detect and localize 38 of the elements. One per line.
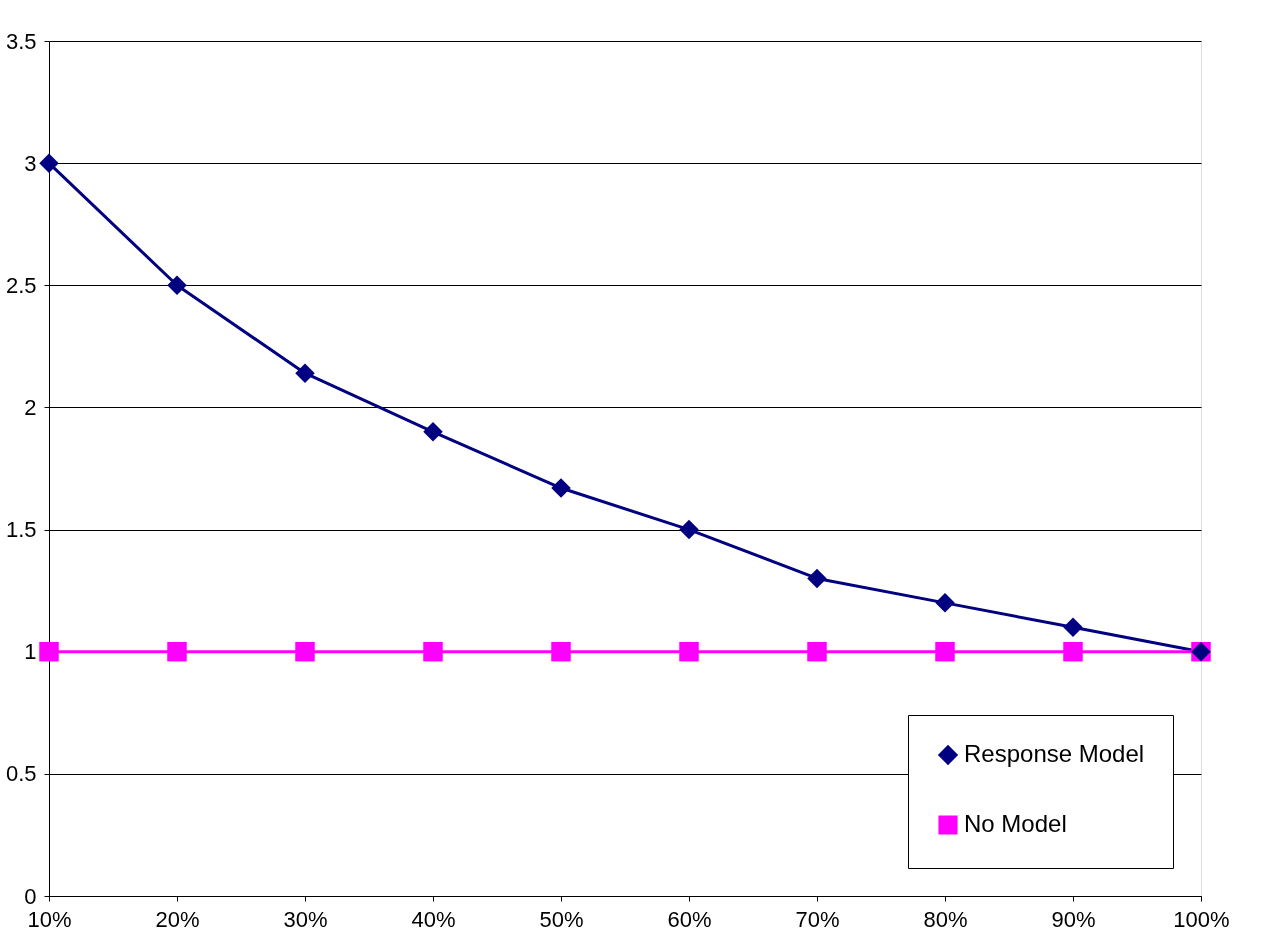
y-tick-label: 1.5 bbox=[5, 517, 37, 543]
point bbox=[39, 153, 59, 173]
x-tick-label: 10% bbox=[27, 906, 72, 932]
y-tick-label: 2 bbox=[24, 394, 37, 420]
point bbox=[295, 641, 315, 662]
point bbox=[551, 478, 571, 498]
point bbox=[1063, 641, 1083, 662]
point bbox=[551, 641, 571, 662]
point bbox=[935, 593, 955, 613]
y-tick-label: 1 bbox=[24, 639, 37, 665]
legend-label: Response Model bbox=[964, 740, 1145, 767]
legend-label: No Model bbox=[964, 810, 1067, 837]
x-tick-label: 40% bbox=[411, 906, 456, 932]
point bbox=[1063, 617, 1083, 638]
x-tick-label: 50% bbox=[539, 906, 584, 932]
x-tick-label: 90% bbox=[1051, 906, 1096, 932]
point bbox=[807, 641, 827, 662]
point bbox=[167, 275, 187, 296]
point bbox=[39, 641, 59, 662]
point bbox=[423, 422, 443, 442]
x-tick-label: 70% bbox=[795, 906, 840, 932]
point bbox=[423, 641, 443, 662]
x-tick-label: 100% bbox=[1173, 906, 1230, 932]
y-tick-label: 0 bbox=[24, 883, 37, 909]
x-tick-label: 20% bbox=[155, 906, 200, 932]
point bbox=[807, 568, 827, 589]
y-tick-label: 3 bbox=[24, 150, 37, 176]
point bbox=[167, 641, 187, 662]
x-tick-label: 60% bbox=[667, 906, 712, 932]
x-tick-label: 30% bbox=[283, 906, 328, 932]
y-tick-label: 3.5 bbox=[5, 28, 37, 54]
y-tick-label: 2.5 bbox=[5, 272, 37, 298]
y-tick-label: 0.5 bbox=[5, 761, 37, 787]
point bbox=[935, 641, 955, 662]
point bbox=[679, 519, 699, 540]
x-tick-label: 80% bbox=[923, 906, 968, 932]
point bbox=[679, 641, 699, 662]
point bbox=[295, 363, 315, 383]
